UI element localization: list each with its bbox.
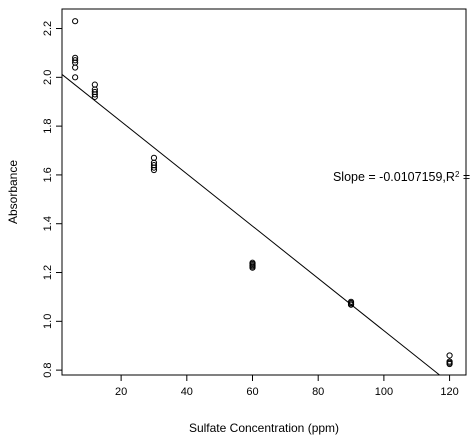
annotation-prefix: Slope = -0.0107159,R xyxy=(333,170,455,184)
y-tick-label: 1.8 xyxy=(42,118,54,133)
y-tick-label: 1.0 xyxy=(42,314,54,329)
plot-frame xyxy=(61,8,467,376)
y-tick-label: 0.8 xyxy=(42,362,54,377)
x-tick-label: 40 xyxy=(181,386,193,398)
y-tick-label: 1.6 xyxy=(42,167,54,182)
data-point xyxy=(72,74,79,81)
regression-annotation: Slope = -0.0107159,R2 = 0.9567 xyxy=(333,170,474,185)
data-point xyxy=(446,352,453,359)
data-point xyxy=(72,64,79,71)
regression-line xyxy=(61,74,440,376)
data-point xyxy=(72,18,79,25)
data-point xyxy=(150,164,158,171)
data-point xyxy=(249,264,256,271)
data-point xyxy=(91,91,98,98)
annotation-suffix: = 0.9567 xyxy=(459,170,474,184)
data-point xyxy=(91,93,98,100)
y-tick-label: 2.2 xyxy=(42,21,54,36)
y-axis-label: Absorbance xyxy=(6,160,20,224)
data-point xyxy=(72,57,79,64)
x-tick-label: 120 xyxy=(440,386,458,398)
y-tick-label: 2.0 xyxy=(42,70,54,85)
data-point xyxy=(347,301,355,308)
x-tick-label: 100 xyxy=(375,386,393,398)
data-points xyxy=(72,18,453,368)
x-tick-label: 80 xyxy=(312,386,324,398)
data-point xyxy=(150,166,158,174)
y-tick-label: 1.4 xyxy=(42,216,54,231)
x-axis: 20 40 60 80 100 120 xyxy=(115,375,459,398)
x-tick-label: 20 xyxy=(115,386,127,398)
x-axis-label: Sulfate Concentration (ppm) xyxy=(189,421,339,435)
data-point xyxy=(446,360,453,368)
x-tick-label: 60 xyxy=(246,386,258,398)
annotation-superscript: 2 xyxy=(455,170,460,179)
y-axis: 0.8 1.0 1.2 1.4 1.6 1.8 2.0 2.2 xyxy=(42,21,62,378)
y-tick-label: 1.2 xyxy=(42,265,54,280)
